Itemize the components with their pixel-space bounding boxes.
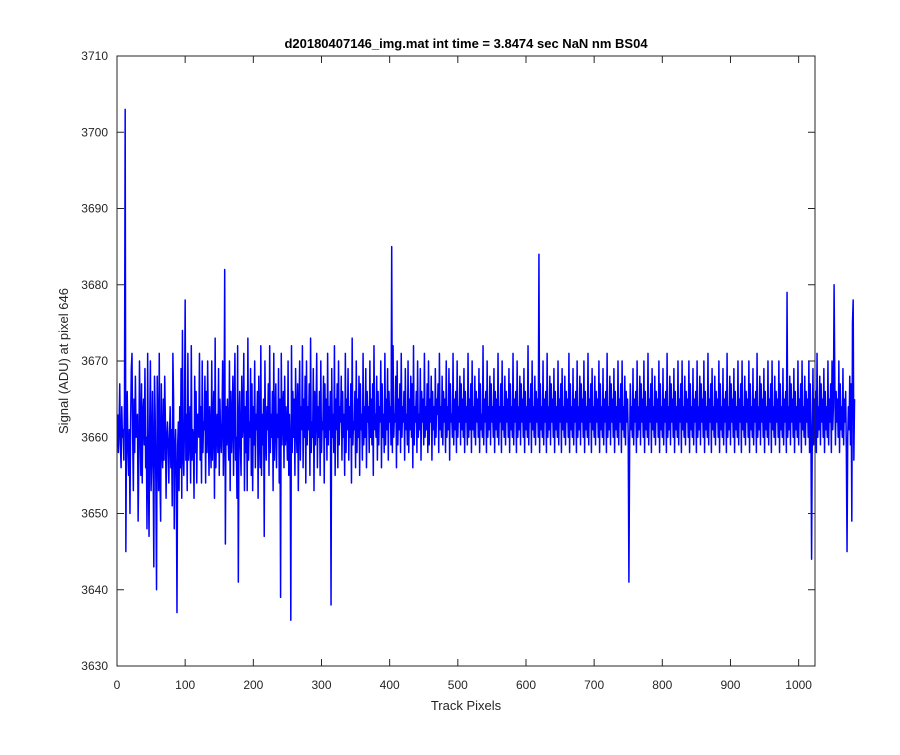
y-tick-label: 3710 (81, 49, 108, 63)
x-tick-label: 800 (652, 678, 672, 692)
x-tick-label: 500 (448, 678, 468, 692)
y-tick-label: 3660 (81, 430, 108, 444)
x-tick-label: 0 (114, 678, 121, 692)
plot-area (117, 56, 815, 666)
series-line-0 (116, 108, 856, 621)
y-tick-label: 3630 (81, 659, 108, 673)
x-axis-label: Track Pixels (431, 698, 502, 713)
data-layer (116, 108, 856, 621)
x-tick-label: 700 (584, 678, 604, 692)
y-tick-label: 3670 (81, 354, 108, 368)
y-tick-label: 3650 (81, 507, 108, 521)
y-tick-label: 3680 (81, 278, 108, 292)
tick-layer: 0 100 200 300 400 500 600 700 800 900 1000 3630 3640… (81, 49, 815, 692)
x-tick-label: 200 (243, 678, 263, 692)
x-tick-label: 300 (311, 678, 331, 692)
chart-title: d20180407146_img.mat int time = 3.8474 s… (284, 36, 648, 51)
y-tick-label: 3700 (81, 125, 108, 139)
x-tick-label: 900 (720, 678, 740, 692)
x-tick-label: 400 (380, 678, 400, 692)
y-axis-label: Signal (ADU) at pixel 646 (56, 288, 71, 434)
x-tick-label: 1000 (785, 678, 812, 692)
y-tick-label: 3640 (81, 583, 108, 597)
x-tick-label: 100 (175, 678, 195, 692)
x-tick-label: 600 (516, 678, 536, 692)
y-tick-label: 3690 (81, 202, 108, 216)
